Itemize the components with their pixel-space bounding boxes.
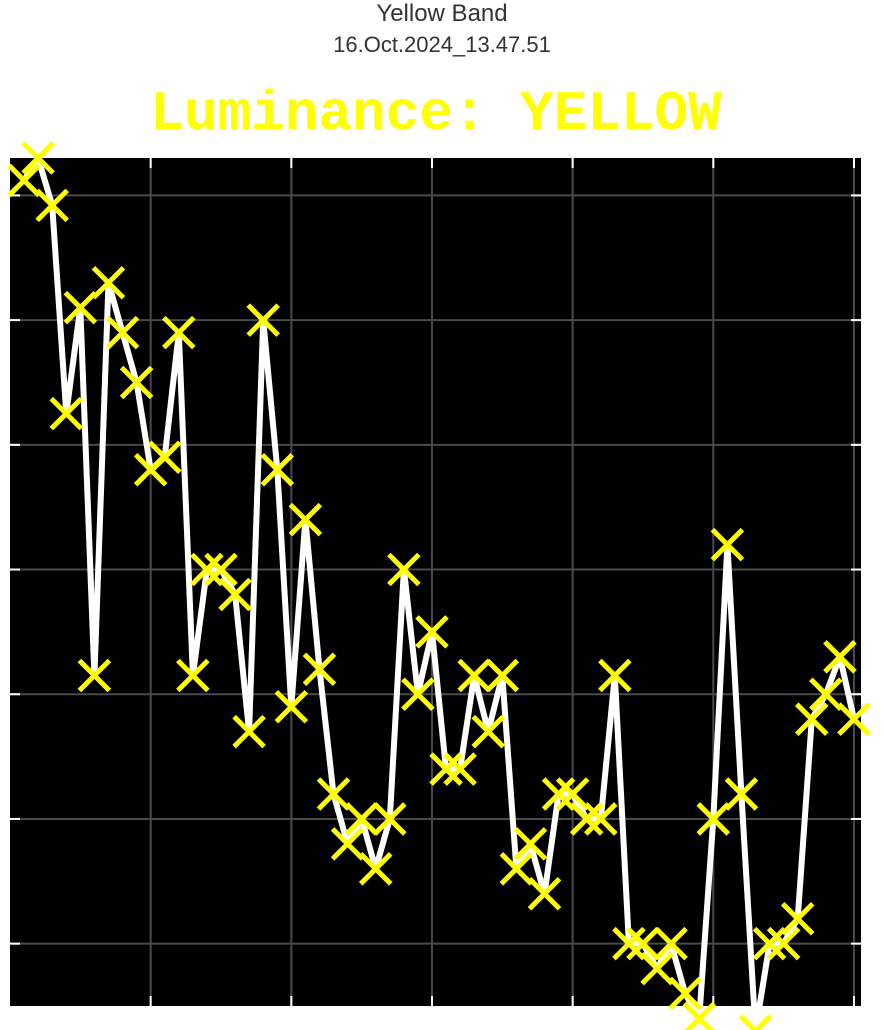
data-point-29 [401,677,435,712]
plot-title: Luminance: YELLOW [150,82,722,146]
series-markers [7,141,871,1030]
data-point-32 [443,752,477,786]
data-point-55 [766,926,801,961]
data-point-50 [696,802,731,836]
data-point-53 [738,1014,773,1030]
data-point-51 [710,527,745,562]
data-point-20 [274,689,309,724]
data-point-57 [795,702,829,736]
data-point-19 [260,452,295,487]
data-point-7 [91,265,126,300]
data-point-33 [457,658,491,693]
figure-title: Yellow Band [376,0,508,27]
data-point-40 [555,777,590,811]
data-point-44 [612,926,646,961]
data-point-4 [49,396,84,431]
data-point-30 [415,615,449,649]
data-point-13 [176,658,210,693]
data-point-24 [330,827,365,861]
data-point-42 [584,802,618,836]
data-point-12 [162,315,196,350]
data-point-31 [429,752,463,786]
data-point-3 [35,188,69,223]
data-point-9 [119,365,154,400]
data-point-58 [809,677,843,712]
data-point-28 [387,552,421,587]
plot-area [10,158,861,1006]
data-point-5 [63,290,98,325]
data-point-1 [7,163,41,198]
data-point-14 [190,552,224,587]
data-point-54 [752,926,787,961]
data-point-8 [105,315,140,350]
data-point-47 [654,926,688,961]
data-point-56 [780,901,815,936]
data-point-37 [513,827,548,861]
data-point-23 [316,777,351,811]
data-point-41 [569,802,604,836]
data-point-49 [682,1001,717,1030]
data-point-27 [373,802,407,836]
data-point-17 [232,714,266,749]
data-point-60 [837,702,871,736]
data-point-2 [21,141,55,175]
data-point-18 [246,303,280,337]
data-point-26 [358,852,393,886]
data-point-6 [77,658,112,693]
data-point-43 [598,658,632,693]
data-point-25 [344,802,379,836]
data-point-22 [302,652,337,687]
data-point-35 [485,658,520,693]
data-point-59 [823,640,857,674]
data-point-11 [147,440,182,475]
data-point-15 [204,552,238,587]
data-point-34 [471,714,506,749]
figure-timestamp: 16.Oct.2024_13.47.51 [333,32,551,57]
data-point-16 [218,577,252,612]
data-point-39 [541,777,576,811]
data-point-46 [640,951,674,986]
data-point-45 [626,926,660,961]
data-point-48 [668,976,702,1011]
axis-ticks [10,158,861,1006]
data-point-36 [499,852,534,886]
data-point-38 [527,876,562,911]
data-point-52 [724,777,759,811]
data-point-21 [288,502,323,537]
